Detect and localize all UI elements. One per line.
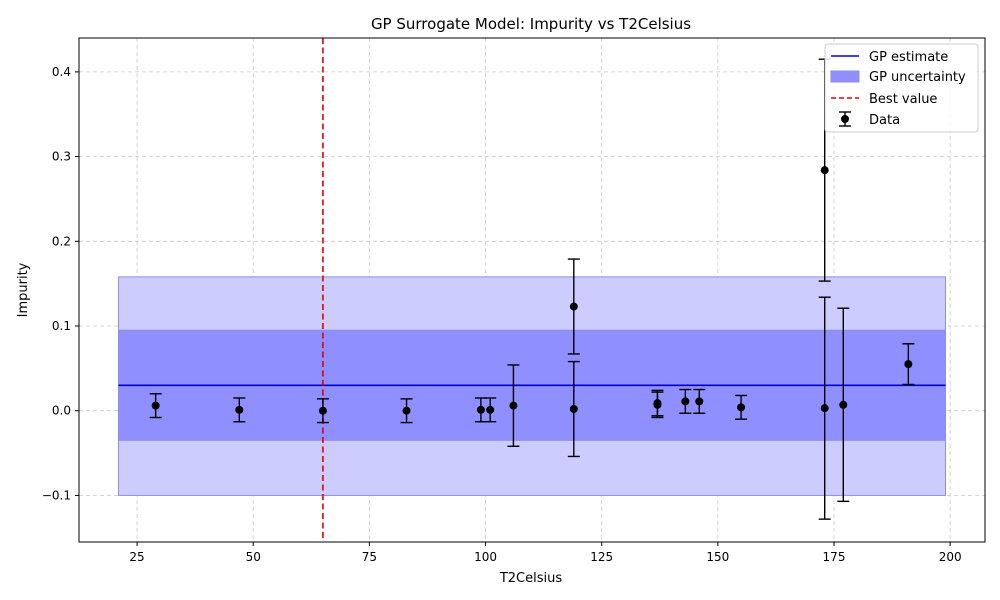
data-point-0: [149, 393, 162, 419]
legend-data-label: Data: [869, 113, 900, 128]
x-axis-label: T2Celsius: [499, 571, 563, 586]
x-tick-label-1: 50: [246, 550, 261, 564]
data-point-15: [818, 296, 831, 520]
data-marker: [839, 400, 848, 409]
data-point-11: [679, 388, 692, 414]
data-point-6: [507, 364, 520, 447]
y-tick-label-5: 0.4: [52, 65, 71, 79]
data-point-8: [567, 360, 580, 458]
y-axis-ticks: −0.1 0.0 0.1 0.2 0.3 0.4: [42, 65, 79, 502]
data-point-10: [651, 391, 664, 419]
legend-gp-uncertainty-label: GP uncertainty: [869, 70, 966, 85]
y-tick-label-4: 0.3: [52, 150, 71, 164]
data-marker: [695, 397, 704, 406]
plot-frame: [78, 37, 986, 543]
legend: GP estimate GP uncertainty Best value Da…: [824, 43, 979, 133]
data-marker: [235, 405, 244, 414]
chart-title: GP Surrogate Model: Impurity vs T2Celsiu…: [371, 15, 691, 33]
x-tick-label-7: 200: [939, 550, 962, 564]
x-tick-label-4: 125: [590, 550, 613, 564]
data-point-5: [484, 397, 497, 423]
data-marker: [737, 403, 746, 412]
data-marker: [569, 302, 578, 311]
data-marker: [569, 405, 578, 414]
data-point-7: [567, 258, 580, 355]
data-marker: [476, 405, 485, 414]
data-points: [149, 58, 915, 520]
data-point-3: [400, 398, 413, 424]
gp-uncertainty-bands: [117, 276, 947, 496]
data-marker: [509, 401, 518, 410]
data-point-1: [233, 397, 246, 423]
y-tick-label-3: 0.2: [52, 234, 71, 248]
legend-data-marker: [841, 115, 849, 123]
legend-gp-estimate-label: GP estimate: [869, 50, 948, 65]
data-marker: [653, 400, 662, 409]
legend-best-value-label: Best value: [869, 92, 937, 107]
legend-data-swatch: [839, 111, 851, 127]
legend-box: [824, 43, 979, 133]
data-marker: [486, 405, 495, 414]
legend-gp-uncertainty-swatch: [830, 70, 860, 83]
data-marker: [681, 397, 690, 406]
data-point-17: [902, 343, 915, 386]
y-axis-label: Impurity: [16, 262, 31, 317]
y-tick-label-0: −0.1: [42, 488, 71, 502]
x-tick-label-5: 150: [706, 550, 729, 564]
data-marker: [151, 401, 160, 410]
data-point-13: [735, 394, 748, 420]
x-tick-label-2: 75: [362, 550, 377, 564]
y-tick-label-1: 0.0: [52, 404, 71, 418]
data-marker: [402, 406, 411, 415]
x-tick-label-0: 25: [129, 550, 144, 564]
y-tick-label-2: 0.1: [52, 319, 71, 333]
data-marker: [820, 404, 829, 413]
data-marker: [904, 360, 913, 369]
data-point-12: [693, 388, 706, 414]
x-tick-label-6: 175: [823, 550, 846, 564]
x-tick-label-3: 100: [474, 550, 497, 564]
data-marker: [318, 406, 327, 415]
x-axis-ticks: 25 50 75 100 125 150 175 200: [129, 542, 962, 564]
data-point-2: [316, 398, 329, 424]
data-point-16: [837, 307, 850, 503]
data-marker: [820, 166, 829, 175]
